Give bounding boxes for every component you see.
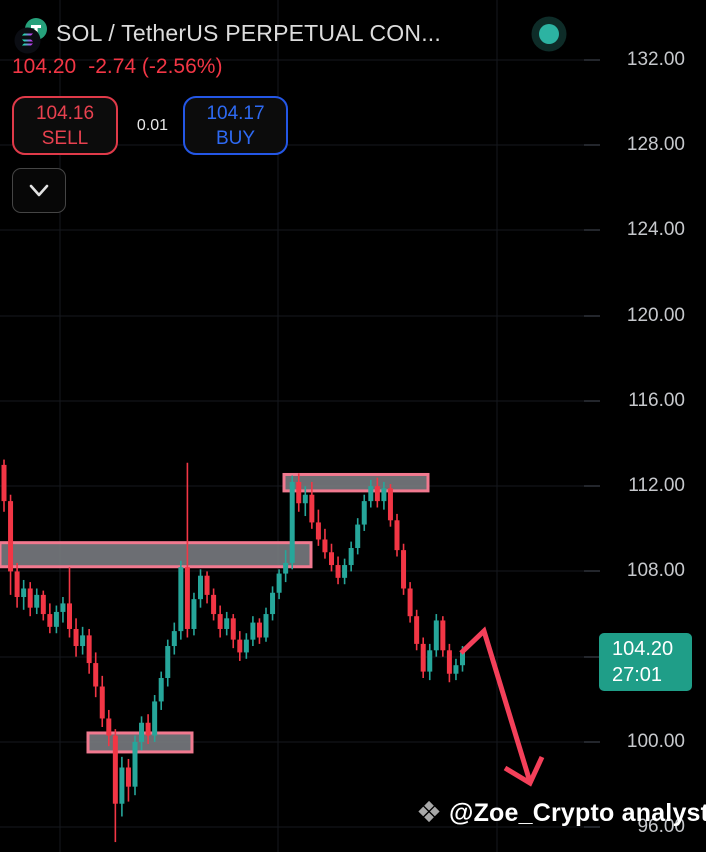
price-row: 104.20 -2.74 (-2.56%) [12, 55, 222, 79]
chevron-down-icon [29, 184, 49, 196]
price-axis-label: 100.00 [626, 731, 685, 752]
price-change: -2.74 (-2.56%) [88, 55, 223, 78]
price-axis-label: 132.00 [626, 49, 685, 70]
price-axis-label: 112.00 [628, 475, 685, 496]
last-price: 104.20 [12, 55, 77, 78]
price-axis-label: 124.00 [626, 219, 685, 240]
supply-zone-108 [0, 541, 313, 569]
price-axis-label: 128.00 [626, 134, 685, 155]
price-scale[interactable]: 132.00 128.00 124.00 120.00 116.00 112.00 108.… [600, 0, 706, 852]
price-axis-label: 108.00 [626, 560, 685, 581]
spread-value: 0.01 [136, 116, 169, 134]
watermark-handle: @Zoe_Crypto analyst [449, 799, 706, 827]
binance-diamond-icon: ❖ [416, 797, 442, 829]
bar-countdown: 27:01 [612, 664, 663, 686]
sell-label: SELL [41, 127, 89, 149]
sell-button[interactable]: 104.16 SELL [12, 96, 118, 155]
watermark: ❖ @Zoe_Crypto analyst [416, 799, 706, 828]
supply-zone-112 [282, 472, 430, 493]
buy-label: BUY [215, 127, 256, 149]
buy-price: 104.17 [206, 102, 265, 124]
live-market-indicator-icon [531, 16, 567, 52]
projection-arrow [459, 626, 533, 783]
price-axis-label: 116.00 [628, 390, 685, 411]
symbol-pair-icon [14, 18, 47, 54]
buy-button[interactable]: 104.17 BUY [183, 96, 288, 155]
price-axis-label: 96.00 [637, 816, 685, 837]
current-price-badge: 104.20 27:01 [599, 633, 692, 691]
symbol-title[interactable]: SOL / TetherUS PERPETUAL CON... [56, 20, 441, 46]
projection-arrow-head [503, 755, 545, 787]
expand-panel-button[interactable] [12, 168, 66, 213]
current-price-value: 104.20 [612, 638, 674, 660]
sell-price: 104.16 [35, 102, 95, 124]
price-axis-label: 120.00 [626, 305, 685, 326]
